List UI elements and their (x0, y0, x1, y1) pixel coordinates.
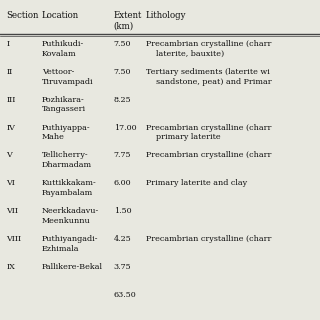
Text: Neerkkadavu-
Meenkunnu: Neerkkadavu- Meenkunnu (42, 207, 99, 225)
Text: Kuttikkakam-
Payambalam: Kuttikkakam- Payambalam (42, 179, 96, 197)
Text: 63.50: 63.50 (114, 291, 136, 299)
Text: I: I (6, 40, 10, 48)
Text: Location: Location (42, 11, 79, 20)
Text: VIII: VIII (6, 235, 21, 243)
Text: Puthikudi-
Kovalam: Puthikudi- Kovalam (42, 40, 84, 58)
Text: Primary laterite and clay: Primary laterite and clay (146, 179, 247, 187)
Text: 7.50: 7.50 (114, 40, 131, 48)
Text: VII: VII (6, 207, 18, 215)
Text: V: V (6, 151, 12, 159)
Text: III: III (6, 96, 16, 104)
Text: 8.25: 8.25 (114, 96, 131, 104)
Text: Lithology: Lithology (146, 11, 186, 20)
Text: Precambrian crystalline (charr: Precambrian crystalline (charr (146, 235, 271, 243)
Text: VI: VI (6, 179, 15, 187)
Text: 17.00: 17.00 (114, 124, 136, 132)
Text: 3.75: 3.75 (114, 263, 131, 271)
Text: Precambrian crystalline (charr
    laterite, bauxite): Precambrian crystalline (charr laterite,… (146, 40, 271, 58)
Text: 4.25: 4.25 (114, 235, 131, 243)
Text: Pozhikara-
Tangasseri: Pozhikara- Tangasseri (42, 96, 86, 114)
Text: Precambrian crystalline (charr
    primary laterite: Precambrian crystalline (charr primary l… (146, 124, 271, 141)
Text: Vettoor-
Tiruvampadi: Vettoor- Tiruvampadi (42, 68, 93, 86)
Text: Section: Section (6, 11, 39, 20)
Text: Tellicherry-
Dharmadam: Tellicherry- Dharmadam (42, 151, 92, 169)
Text: 7.50: 7.50 (114, 68, 131, 76)
Text: IX: IX (6, 263, 15, 271)
Text: 6.00: 6.00 (114, 179, 131, 187)
Text: Tertiary sediments (laterite wi
    sandstone, peat) and Primar: Tertiary sediments (laterite wi sandston… (146, 68, 271, 86)
Text: Puthiyappa-
Mahe: Puthiyappa- Mahe (42, 124, 90, 141)
Text: Puthiyangadi-
Ezhimala: Puthiyangadi- Ezhimala (42, 235, 98, 253)
Text: Pallikere-Bekal: Pallikere-Bekal (42, 263, 103, 271)
Text: II: II (6, 68, 13, 76)
Text: 7.75: 7.75 (114, 151, 131, 159)
Text: 1.50: 1.50 (114, 207, 131, 215)
Text: Precambrian crystalline (charr: Precambrian crystalline (charr (146, 151, 271, 159)
Text: Extent
(km): Extent (km) (114, 11, 142, 31)
Text: IV: IV (6, 124, 15, 132)
